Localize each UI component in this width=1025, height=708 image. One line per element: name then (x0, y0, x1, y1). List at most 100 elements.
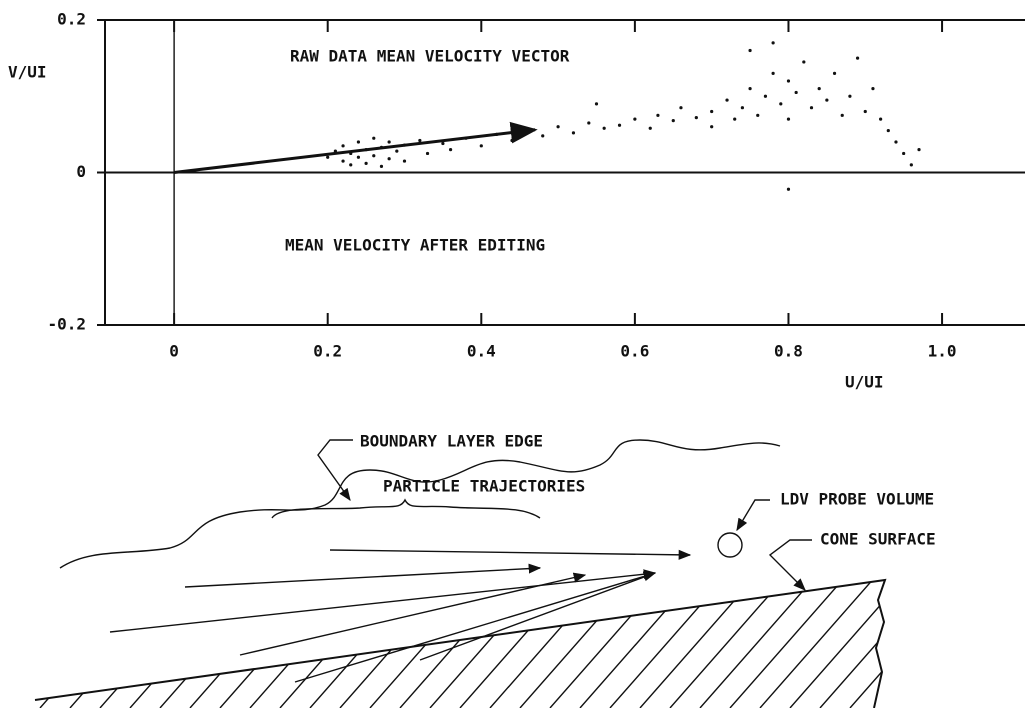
data-point (879, 117, 883, 121)
trajectory (239, 572, 587, 656)
y-tick-label: 0 (76, 162, 86, 181)
plot: -0.2 0 0.2 0 0.2 0.4 0.6 0.8 1.0 (47, 10, 1025, 361)
data-point (779, 102, 783, 106)
data-point (817, 87, 821, 91)
hatch-line (940, 560, 1025, 708)
data-point (364, 161, 368, 165)
data-point (694, 116, 698, 120)
x-tick-label: 0.8 (774, 342, 803, 361)
hatch-line (819, 580, 885, 708)
data-point (786, 79, 791, 83)
hatch-line (35, 580, 141, 708)
data-point (786, 187, 791, 191)
diagram-label: PARTICLE TRAJECTORIES (383, 477, 585, 496)
data-point (479, 144, 483, 148)
hatch-line (970, 560, 1025, 708)
data-point (809, 106, 814, 110)
data-point (395, 149, 399, 153)
hatch-line (39, 580, 171, 708)
x-tick-label: 1.0 (928, 342, 957, 361)
data-point (710, 109, 714, 114)
data-point (740, 106, 744, 110)
annotation: RAW DATA MEAN VELOCITY VECTOR (290, 47, 570, 66)
data-point (387, 157, 391, 161)
data-point (349, 163, 353, 167)
leader (317, 439, 353, 502)
data-point (656, 113, 660, 117)
data-point (372, 136, 376, 140)
mean-vector (173, 121, 538, 174)
data-point (909, 163, 913, 167)
hatch-line (789, 580, 885, 708)
diagram-label: CONE SURFACE (820, 530, 936, 549)
data-point (372, 154, 376, 158)
x-axis-label: U/UI (845, 373, 884, 392)
data-point (402, 159, 407, 163)
x-tick-label: 0 (169, 342, 179, 361)
trajectory (419, 572, 656, 661)
data-point (326, 155, 330, 159)
data-point (771, 71, 775, 75)
x-tick-label: 0.2 (313, 342, 342, 361)
probe-volume (717, 532, 743, 558)
boundary-layer-edge (59, 439, 781, 569)
diagram-label: BOUNDARY LAYER EDGE (360, 432, 543, 451)
hatch-line (189, 580, 321, 708)
data-point (733, 117, 737, 121)
hatch-line (910, 560, 1025, 708)
data-point (832, 71, 837, 75)
data-point (671, 119, 675, 123)
hatch-line (579, 580, 711, 708)
data-point (510, 138, 514, 143)
data-point (848, 94, 852, 98)
hatch-line (699, 580, 831, 708)
hatch-line (369, 580, 501, 708)
diagram-label: LDV PROBE VOLUME (780, 490, 934, 509)
leader (768, 539, 812, 591)
annotation: MEAN VELOCITY AFTER EDITING (285, 236, 545, 255)
data-point (748, 48, 752, 53)
data-point (448, 148, 453, 152)
data-point (871, 87, 875, 91)
data-point (441, 141, 445, 146)
data-point (710, 125, 714, 129)
hatch-line (669, 580, 801, 708)
hatch-line (849, 580, 885, 708)
data-point (556, 125, 560, 129)
data-point (763, 94, 768, 98)
cone-surface (34, 578, 887, 708)
data-point (917, 148, 921, 152)
data-point (679, 106, 683, 110)
leader (736, 499, 770, 532)
data-point (748, 87, 752, 91)
hatch-line (35, 580, 81, 708)
data-point (418, 138, 422, 143)
hatch-line (729, 580, 861, 708)
y-tick-label: 0.2 (57, 10, 86, 29)
data-point (886, 128, 890, 133)
data-point (356, 140, 361, 144)
data-point (725, 98, 729, 102)
trajectory (184, 563, 542, 588)
hatch-line (429, 580, 561, 708)
data-point (863, 109, 867, 114)
hatch-line (35, 580, 51, 708)
data-point (648, 126, 652, 130)
data-point (771, 41, 775, 45)
hatch-line (99, 580, 231, 708)
data-point (617, 123, 622, 127)
data-point (902, 151, 906, 156)
trajectory (109, 569, 657, 633)
data-point (387, 140, 391, 144)
data-point (840, 113, 844, 117)
data-point (802, 60, 806, 64)
data-point (825, 98, 829, 102)
trajectory (329, 549, 692, 560)
hatch-line (35, 580, 111, 708)
hatch-line (0, 560, 20, 708)
data-point (594, 102, 599, 106)
x-tick-label: 0.6 (620, 342, 649, 361)
data-point (855, 56, 860, 60)
y-tick-label: -0.2 (47, 315, 86, 334)
hatch-line (639, 580, 771, 708)
